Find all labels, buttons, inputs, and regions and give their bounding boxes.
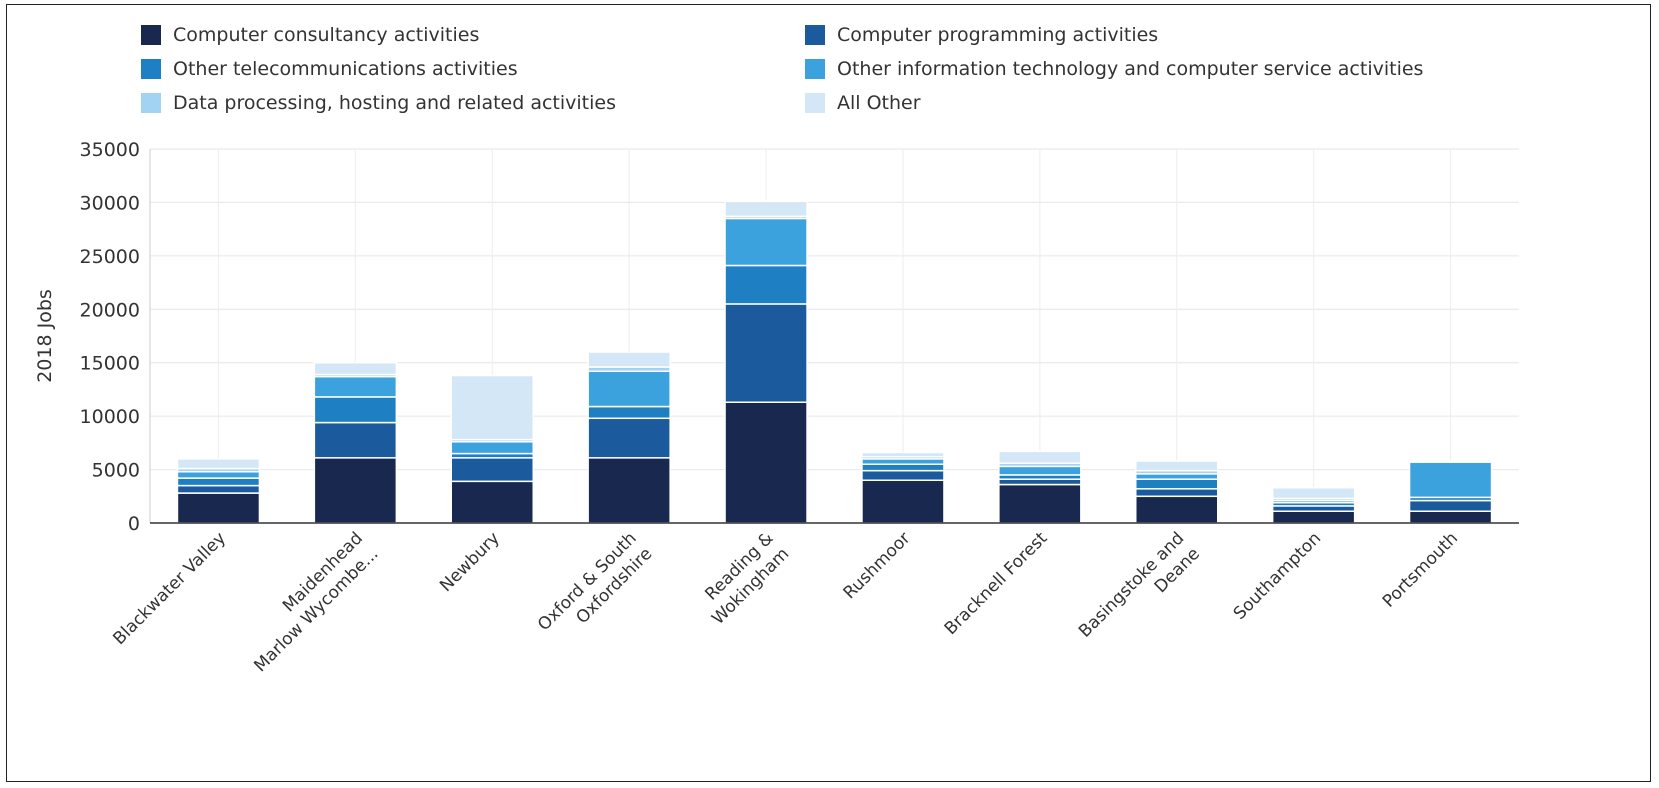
chart-svg: 0 5000 10000 15000 20000 25000 30000 35000 Black… xyxy=(34,139,1519,676)
x-tick-label-line: Bracknell Forest xyxy=(941,528,1052,639)
bar-segment xyxy=(724,200,808,218)
legend-item[interactable]: Data processing, hosting and related act… xyxy=(141,91,616,115)
x-tick-label: Basingstoke andDeane xyxy=(1075,528,1204,657)
x-tick-label: MaidenheadMarlow Wycombe... xyxy=(235,528,383,676)
x-tick-label: Oxford & SouthOxfordshire xyxy=(534,528,656,650)
bar-segment xyxy=(1408,460,1493,463)
legend-item[interactable]: Computer consultancy activities xyxy=(141,23,479,47)
bar-segment xyxy=(176,492,261,524)
legend-swatch xyxy=(805,59,825,79)
bar-segment xyxy=(1271,510,1356,524)
bar-segment xyxy=(724,401,808,524)
bar-segment xyxy=(450,374,534,441)
x-tick-label: Reading &Wokingham xyxy=(693,528,794,629)
x-tick-label-line: Rushmoor xyxy=(840,528,915,603)
legend-label: Computer programming activities xyxy=(837,24,1159,46)
bar-segment xyxy=(313,457,398,524)
chart-frame: Computer consultancy activities Computer … xyxy=(6,4,1651,782)
x-tick-label: Portsmouth xyxy=(1379,528,1462,611)
bar-segment xyxy=(450,480,534,524)
y-tick-label: 25000 xyxy=(80,246,140,268)
bar-segment xyxy=(998,450,1082,464)
bar-segment xyxy=(1135,495,1219,524)
legend-item[interactable]: All Other xyxy=(805,91,921,115)
x-tick-label: Rushmoor xyxy=(840,528,915,603)
bar-segment xyxy=(1135,473,1219,480)
y-tick-label: 15000 xyxy=(80,353,140,375)
bar-segment xyxy=(587,457,671,524)
legend-label: Data processing, hosting and related act… xyxy=(173,92,617,114)
bar-segment xyxy=(313,375,398,398)
bar-segment xyxy=(176,470,261,479)
legend-swatch xyxy=(141,93,161,113)
bar-segment xyxy=(861,479,945,524)
y-tick-label: 35000 xyxy=(80,139,140,161)
legend: Computer consultancy activities Computer … xyxy=(7,5,1652,145)
legend-label: Other telecommunications activities xyxy=(173,58,518,80)
bar-segment xyxy=(450,441,534,455)
bar-segment xyxy=(587,417,671,459)
bar-segment xyxy=(724,303,808,404)
bar-segment xyxy=(1135,460,1219,472)
bar-segment xyxy=(1408,461,1493,499)
bar-segment xyxy=(176,477,261,487)
y-tick-label: 20000 xyxy=(80,299,140,321)
legend-swatch xyxy=(141,25,161,45)
bar-segment xyxy=(313,396,398,424)
legend-label: Computer consultancy activities xyxy=(173,24,480,46)
x-tick-label: Bracknell Forest xyxy=(941,528,1052,639)
legend-label: All Other xyxy=(837,92,921,114)
bar-segment xyxy=(1271,505,1356,512)
y-tick-label: 30000 xyxy=(80,192,140,214)
bar-segment xyxy=(1135,478,1219,490)
bar-segment xyxy=(587,405,671,420)
bar-segment xyxy=(861,463,945,472)
legend-swatch xyxy=(805,25,825,45)
legend-swatch xyxy=(805,93,825,113)
y-tick-label: 5000 xyxy=(92,460,140,482)
bar-segment xyxy=(998,478,1082,486)
x-tick-label: Newbury xyxy=(436,528,504,596)
bar-segment xyxy=(1408,499,1493,512)
y-axis-title: 2018 Jobs xyxy=(34,289,56,383)
bar-segment xyxy=(861,451,945,458)
bar-segment xyxy=(176,484,261,494)
bar-segment xyxy=(1408,510,1493,524)
x-tick-label: Blackwater Valley xyxy=(109,528,230,649)
bar-segment xyxy=(998,483,1082,524)
x-tick-label-line: Portsmouth xyxy=(1379,528,1462,611)
x-tick-label: Southampton xyxy=(1230,528,1325,623)
bar-segment xyxy=(861,469,945,482)
bar-segment xyxy=(313,421,398,459)
bar-segment xyxy=(724,217,808,267)
bar-segment xyxy=(861,458,945,465)
y-tick-label: 10000 xyxy=(80,406,140,428)
legend-swatch xyxy=(141,59,161,79)
bar-segment xyxy=(313,361,398,376)
bar-segment xyxy=(450,457,534,483)
bar-segment xyxy=(1135,488,1219,498)
bar-segment xyxy=(998,465,1082,476)
bar-segment xyxy=(587,351,671,368)
legend-item[interactable]: Other telecommunications activities xyxy=(141,57,518,81)
bar-segment xyxy=(587,370,671,408)
legend-label: Other information technology and compute… xyxy=(837,58,1424,80)
x-tick-label-line: Southampton xyxy=(1230,528,1325,623)
legend-item[interactable]: Other information technology and compute… xyxy=(805,57,1423,81)
x-tick-label-line: Blackwater Valley xyxy=(109,528,230,649)
legend-item[interactable]: Computer programming activities xyxy=(805,23,1158,47)
bar-segment xyxy=(724,264,808,305)
x-tick-label-line: Newbury xyxy=(436,528,504,596)
bar-segment xyxy=(176,458,261,470)
y-tick-label: 0 xyxy=(128,513,140,535)
bar-segment xyxy=(1271,486,1356,500)
